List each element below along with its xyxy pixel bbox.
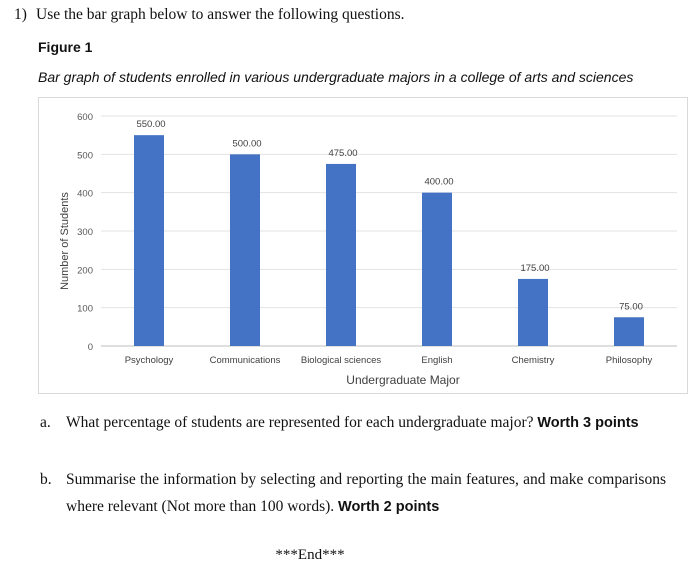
figure-label: Figure 1 <box>38 39 93 55</box>
part-a-marker: a. <box>40 414 51 431</box>
y-axis-title: Number of Students <box>59 192 71 290</box>
data-label: 475.00 <box>328 148 357 159</box>
chart-frame: 0 100 200 300 400 500 600 550.00 Psychology 500.0… <box>38 97 688 394</box>
y-tick-label: 200 <box>77 265 93 276</box>
bar-chart: 0 100 200 300 400 500 600 550.00 Psychology 500.0… <box>59 112 677 387</box>
data-label: 400.00 <box>424 177 453 188</box>
bar-english <box>422 192 452 346</box>
part-b-text: Summarise the information by selecting a… <box>66 466 666 521</box>
part-a-text: What percentage of students are represen… <box>66 409 666 437</box>
part-a: a. What percentage of students are repre… <box>40 409 680 465</box>
part-b-question: Summarise the information by selecting a… <box>66 471 666 515</box>
bar-biological-sciences <box>326 163 356 346</box>
part-b-marker: b. <box>40 471 52 488</box>
question-heading: 1) Use the bar graph below to answer the … <box>14 6 404 24</box>
part-a-points: Worth 3 points <box>537 415 639 431</box>
figure-caption: Bar graph of students enrolled in variou… <box>38 69 634 85</box>
question-text: Use the bar graph below to answer the fo… <box>36 6 405 23</box>
x-axis-title: Undergraduate Major <box>346 373 459 387</box>
bar-communications <box>230 154 260 346</box>
x-tick-label: Psychology <box>125 355 174 366</box>
data-label: 500.00 <box>232 138 261 149</box>
y-tick-label: 500 <box>77 150 93 161</box>
y-tick-label: 100 <box>77 304 93 315</box>
part-b: b. Summarise the information by selectin… <box>40 466 680 522</box>
x-tick-label: Chemistry <box>512 355 555 366</box>
end-marker: ***End*** <box>275 547 345 563</box>
x-tick-label: English <box>421 355 452 366</box>
bar-chemistry <box>518 278 548 346</box>
y-tick-label: 0 <box>88 342 93 353</box>
x-tick-label: Communications <box>210 355 281 366</box>
part-b-points: Worth 2 points <box>338 499 440 515</box>
question-number: 1) <box>14 6 27 23</box>
y-tick-label: 600 <box>77 112 93 123</box>
data-label: 75.00 <box>619 301 643 312</box>
x-tick-label: Philosophy <box>606 355 653 366</box>
part-a-question: What percentage of students are represen… <box>66 414 534 431</box>
y-tick-label: 300 <box>77 227 93 238</box>
y-tick-label: 400 <box>77 189 93 200</box>
bar-psychology <box>134 135 164 346</box>
bar-philosophy <box>614 317 644 346</box>
x-tick-label: Biological sciences <box>301 355 382 366</box>
data-label: 175.00 <box>520 263 549 274</box>
data-label: 550.00 <box>136 119 165 130</box>
